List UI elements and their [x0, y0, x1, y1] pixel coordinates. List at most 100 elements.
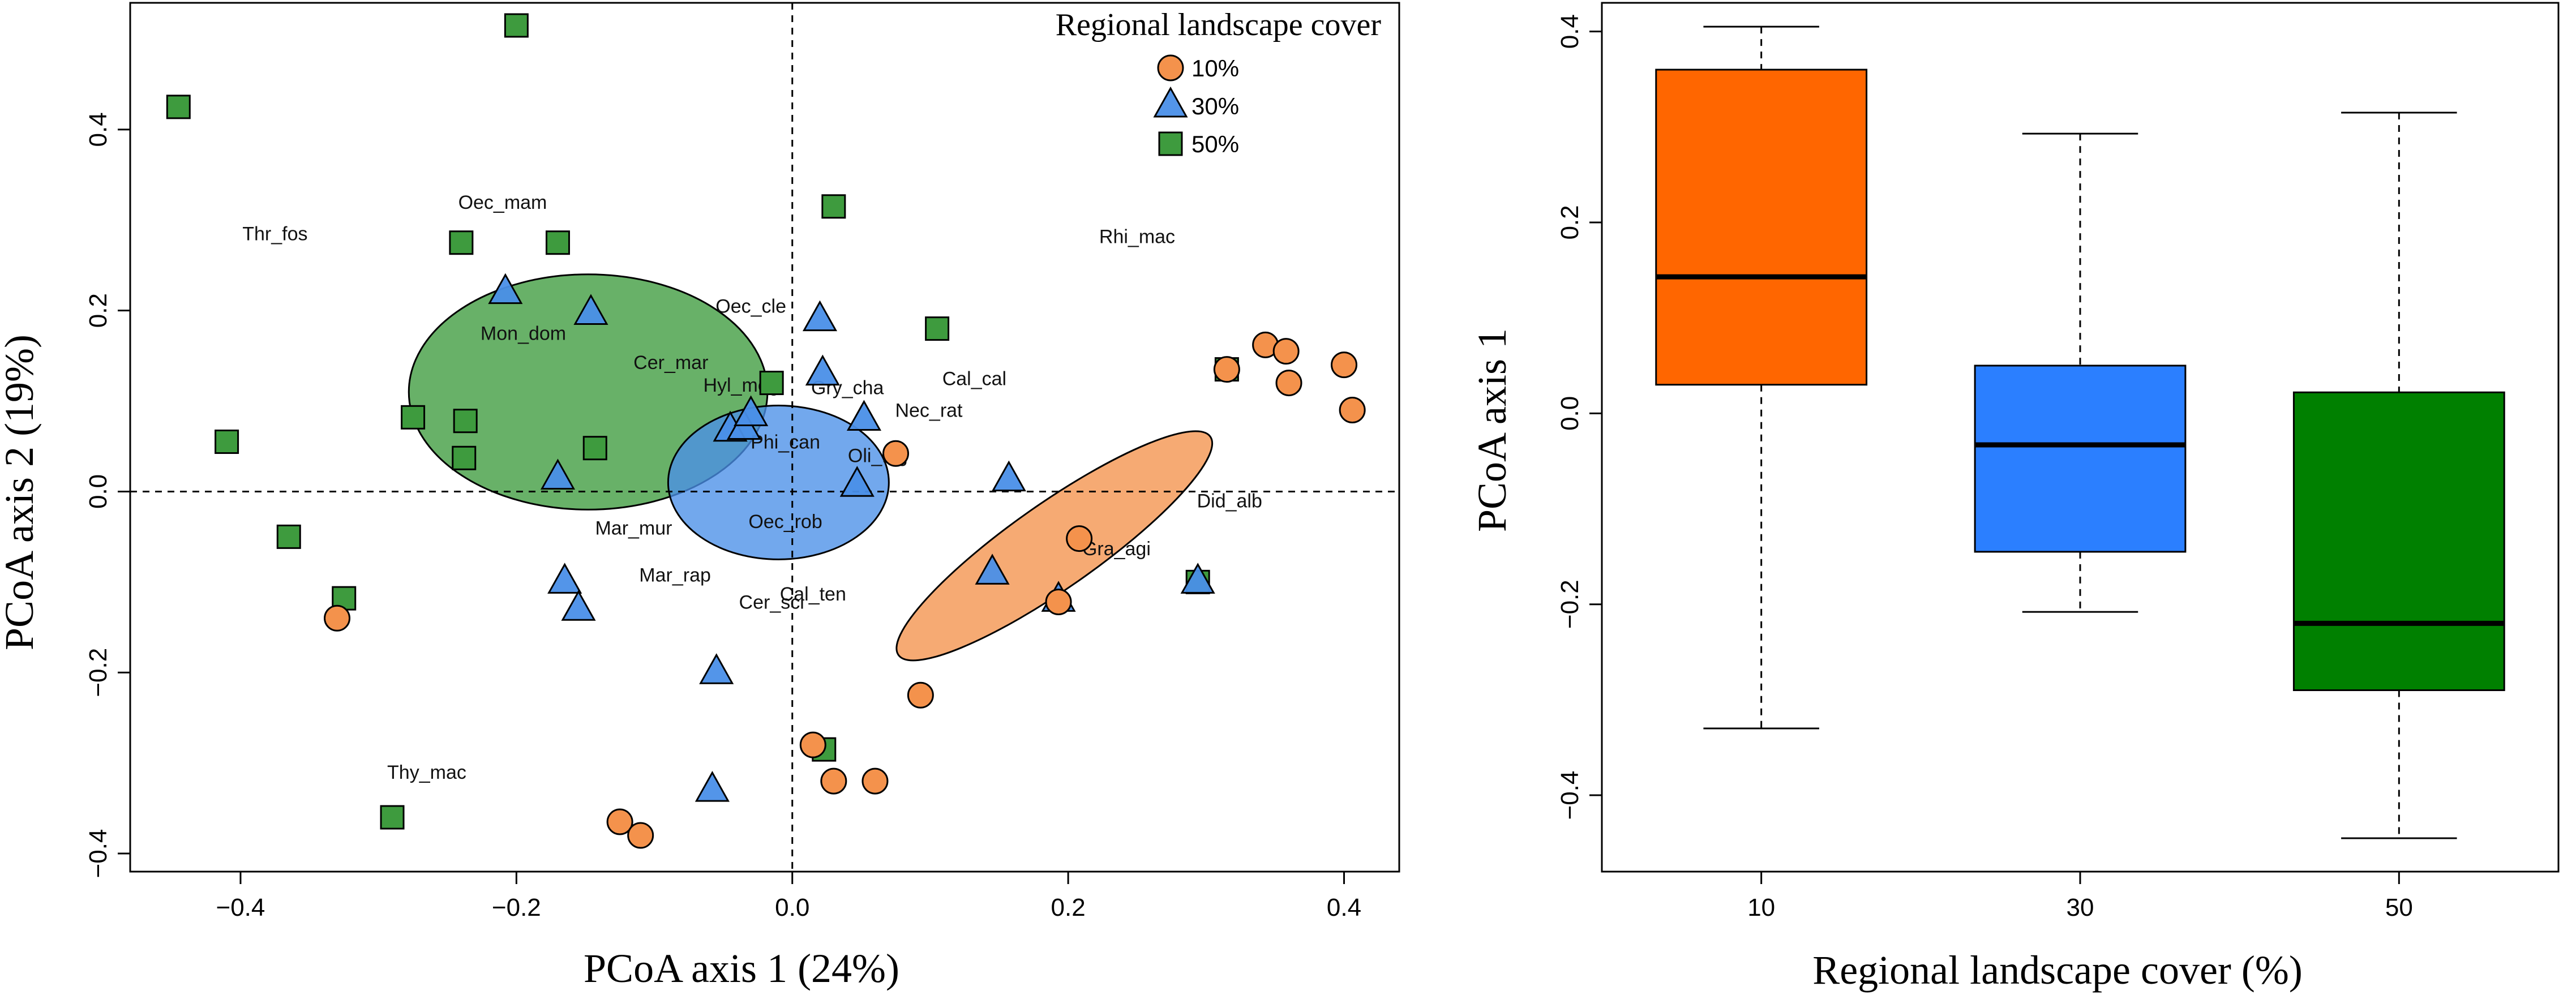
legend-marker-triangle [1153, 86, 1188, 118]
species-label: Mar_rap [639, 565, 711, 586]
legend-label: 50% [1191, 131, 1239, 157]
boxplot-x-axis: 10 30 50 [1747, 872, 2413, 921]
species-label: Cal_ten [780, 584, 846, 605]
species-labels: Thr_fos Oec_mam Rhi_mac Oec_cle Mon_dom Cer_m… [242, 192, 1262, 783]
point-triangle [695, 771, 730, 802]
point-square [453, 409, 478, 434]
species-label: Thr_fos [242, 224, 307, 245]
point-triangle [540, 458, 576, 490]
species-label: Nec_rat [895, 400, 963, 422]
x-tick-label: 0.4 [1327, 894, 1361, 921]
point-square [166, 95, 191, 119]
point-square [582, 436, 607, 461]
point-square [449, 230, 474, 255]
species-label: Oec_rob [748, 511, 822, 533]
point-circle [799, 731, 826, 758]
pcoa-ordination-plot: Thr_fos Oec_mam Rhi_mac Oec_cle Mon_dom Cer_m… [0, 2, 1400, 991]
species-label: Oec_cle [715, 296, 786, 318]
legend-label: 30% [1191, 93, 1239, 119]
point-square [276, 524, 301, 549]
point-triangle [699, 653, 734, 684]
legend: Regional landscape cover 10% 30% 50% [1056, 7, 1382, 157]
y-tick-label: 0.4 [84, 112, 112, 147]
pcoa-x-axis: −0.4 −0.2 0.0 0.2 0.4 [216, 870, 1361, 921]
point-circle [1272, 338, 1300, 365]
point-square [504, 13, 529, 38]
point-square [925, 316, 950, 341]
x-tick-label: 10 [1747, 894, 1775, 921]
box-30 [1974, 364, 2187, 553]
point-triangle [573, 294, 608, 325]
species-label: Mar_mur [595, 517, 672, 539]
point-triangle [846, 400, 882, 431]
legend-label: 10% [1191, 55, 1239, 82]
point-triangle [802, 300, 838, 332]
point-triangle [991, 460, 1026, 492]
pcoa-x-axis-label: PCoA axis 1 (24%) [584, 946, 899, 991]
point-triangle [975, 554, 1010, 585]
x-tick-label: 0.0 [775, 894, 809, 921]
group-ellipses [408, 273, 1214, 662]
y-tick-label: 0.0 [84, 474, 112, 509]
point-square [545, 230, 570, 255]
point-circle [1275, 370, 1302, 397]
point-square [380, 805, 405, 830]
species-label: Phi_can [751, 431, 820, 453]
point-triangle [805, 354, 840, 386]
legend-marker-square [1158, 131, 1183, 156]
zero-reference-lines [130, 3, 1399, 872]
legend-marker-circle [1157, 54, 1184, 82]
y-tick-label: −0.4 [1556, 771, 1584, 820]
point-triangle [488, 273, 523, 304]
point-circle [1066, 525, 1093, 552]
point-square [401, 405, 426, 430]
point-square [215, 429, 239, 454]
x-tick-label: 30 [2067, 894, 2094, 921]
legend-title: Regional landscape cover [1056, 7, 1382, 42]
species-label: Cer_mar [633, 352, 708, 374]
y-tick-label: −0.2 [1556, 580, 1584, 629]
point-triangle [734, 395, 769, 427]
legend-entries: 10% 30% 50% [1153, 54, 1239, 157]
site-points [166, 13, 1366, 849]
point-square [759, 371, 784, 396]
x-tick-label: −0.4 [216, 894, 265, 921]
species-label: Mon_dom [481, 323, 566, 345]
point-circle [1331, 351, 1358, 379]
point-triangle [1180, 563, 1215, 594]
y-tick-label: 0.0 [1556, 396, 1584, 431]
species-label: Cal_cal [942, 368, 1006, 390]
boxplot-x-axis-label: Regional landscape cover (%) [1812, 947, 2303, 993]
boxplot-chart: 10 30 50 −0.4 −0.2 0.0 0.2 0.4 Regional landsc… [1469, 2, 2560, 993]
point-circle [1045, 589, 1072, 616]
point-triangle [839, 466, 875, 497]
point-circle [882, 440, 910, 467]
species-label: Rhi_mac [1099, 226, 1175, 248]
box-10 [1655, 68, 1868, 386]
y-tick-label: −0.2 [84, 648, 112, 697]
point-circle [324, 604, 351, 632]
point-circle [627, 822, 654, 849]
x-tick-label: 50 [2385, 894, 2413, 921]
point-triangle [561, 590, 596, 621]
box-50 [2292, 391, 2505, 692]
ellipse-10pct [895, 430, 1214, 662]
species-label: Oec_mam [458, 192, 547, 213]
boxes [1655, 25, 2505, 839]
species-label: Did_alb [1197, 490, 1262, 512]
x-tick-label: −0.2 [492, 894, 541, 921]
point-circle [1213, 356, 1240, 383]
y-tick-label: −0.4 [84, 829, 112, 878]
pcoa-y-axis: −0.4 −0.2 0.0 0.2 0.4 [84, 112, 130, 878]
point-circle [606, 808, 633, 835]
point-square [452, 445, 477, 470]
y-tick-label: 0.2 [84, 293, 112, 328]
species-label: Thy_mac [387, 762, 466, 783]
pcoa-y-axis-label: PCoA axis 2 (19%) [0, 334, 42, 650]
point-circle [861, 767, 889, 795]
species-label: Cer_sci [739, 592, 804, 614]
x-tick-label: 0.2 [1051, 894, 1086, 921]
ellipse-30pct [667, 405, 890, 560]
